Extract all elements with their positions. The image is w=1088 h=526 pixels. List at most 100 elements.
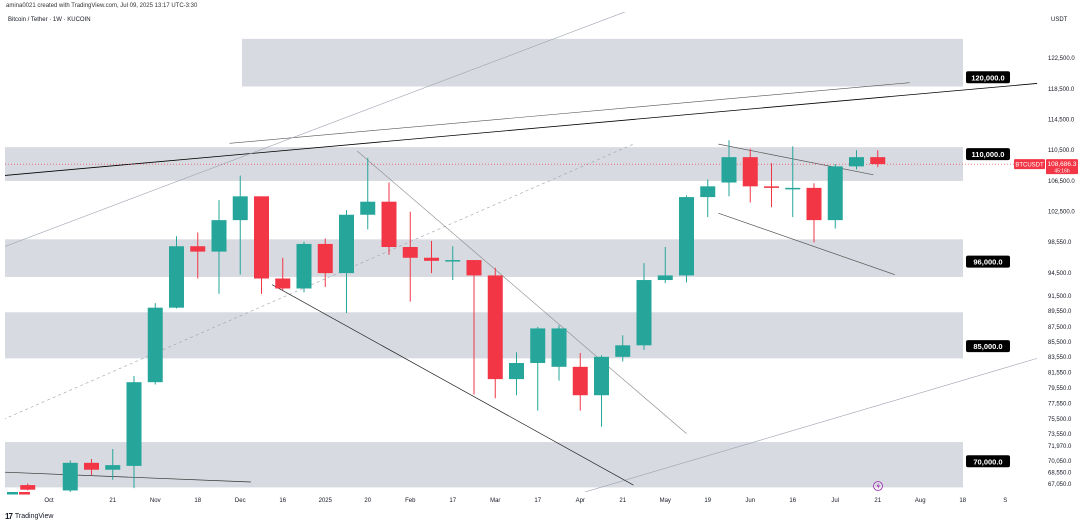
symbol-title[interactable]: Bitcoin / Tether · 1W · KUCOIN [8,17,91,23]
candle [509,352,524,396]
candle-body [317,243,333,274]
x-tick-label: Feb [405,498,416,504]
y-tick-label: 102,500.0 [1048,210,1075,216]
candle-body [849,157,864,167]
candle-body [870,157,886,165]
candle-body [275,278,291,289]
symbol-tag-label: BTCUSDT [1015,163,1044,169]
tradingview-logo-icon: 17 [5,512,13,521]
candle [487,267,503,399]
x-tick-label: Oct [44,498,54,504]
candle [657,247,673,284]
price-zone [242,38,963,87]
x-tick-label: 17 [449,498,456,504]
candle [466,260,482,395]
candle-body [551,328,567,367]
candle [381,182,397,255]
candle [806,183,822,243]
x-tick-label: 18 [959,498,966,504]
y-tick-label: 73,550.0 [1048,432,1072,438]
y-tick-label: 75,500.0 [1048,417,1072,423]
chart-caption: amina0021 created with TradingView.com, … [6,3,198,9]
candle [105,448,121,480]
trendline [5,471,251,483]
candle [232,175,248,275]
candle [679,195,694,283]
candle-body [636,280,652,346]
price-level-label: 85,000.0 [973,342,1002,351]
candle-body [360,201,376,215]
y-tick-label: 81,550.0 [1048,371,1072,377]
candle-body [764,186,779,188]
candle [827,164,843,229]
y-tick-label: 77,550.0 [1048,401,1072,407]
x-tick-label: 19 [704,498,711,504]
trendline [271,284,634,486]
candle-body [487,275,503,380]
price-level-tag-bg [966,148,1010,161]
event-icon-circle [873,481,883,491]
candle-body [742,157,758,187]
candle-body [296,243,312,289]
y-tick-label: 106,500.0 [1048,179,1075,185]
y-tick-label: 67,050.0 [1048,482,1072,488]
candle-body [466,260,482,276]
candle [275,257,291,291]
candle-body [105,465,121,470]
event-icon [873,481,883,491]
candle [870,150,886,168]
x-tick-label: 20 [364,498,371,504]
candle-body [62,462,78,491]
countdown-label: 45:16h [1054,169,1070,175]
y-tick-label: 85,500.0 [1048,340,1072,346]
tradingview-logo[interactable]: 17 TradingView [5,512,53,521]
x-tick-label: 18 [194,498,201,504]
candle-body [445,260,461,262]
x-tick-label: Jun [745,498,755,504]
trendline [718,143,874,176]
candle [254,196,269,294]
y-tick-label: 68,550.0 [1048,470,1072,476]
candle [339,210,354,314]
candle [849,150,864,170]
candle [764,163,779,208]
candle-body [530,328,546,363]
candle [572,352,588,411]
x-tick-label: 21 [619,498,626,504]
event-marker [19,492,30,495]
price-zone [5,312,963,359]
price-level-tag: 85,000.0 [966,340,1010,353]
candle [62,460,78,492]
x-tick-label: S [1003,498,1007,504]
candle-body [700,186,716,198]
y-tick-label: 118,500.0 [1048,87,1075,93]
candle [211,200,227,294]
price-level-label: 110,000.0 [972,150,1005,159]
candle-body [190,246,206,252]
y-tick-label: 110,500.0 [1048,148,1075,154]
current-price-tag [1046,159,1078,175]
x-tick-label: May [660,498,671,504]
price-zone [5,239,963,277]
x-tick-label: 21 [874,498,881,504]
candle-body [84,462,99,470]
candle-body [424,257,439,261]
candle [700,179,716,218]
trendline [5,83,1038,176]
candle [126,376,142,489]
candle [147,303,163,385]
y-tick-label: 83,550.0 [1048,355,1072,361]
candle-body [572,366,588,396]
candle [84,458,99,476]
x-tick-label: Mar [490,498,500,504]
candle-body [147,307,163,383]
x-tick-label: Aug [915,498,926,504]
candle [721,140,737,197]
y-tick-label: 70,050.0 [1048,459,1072,465]
candle-body [615,345,631,357]
candle-body [785,187,801,190]
trendline [356,150,687,434]
candle-body [232,196,248,221]
symbol-tag [1014,159,1045,170]
